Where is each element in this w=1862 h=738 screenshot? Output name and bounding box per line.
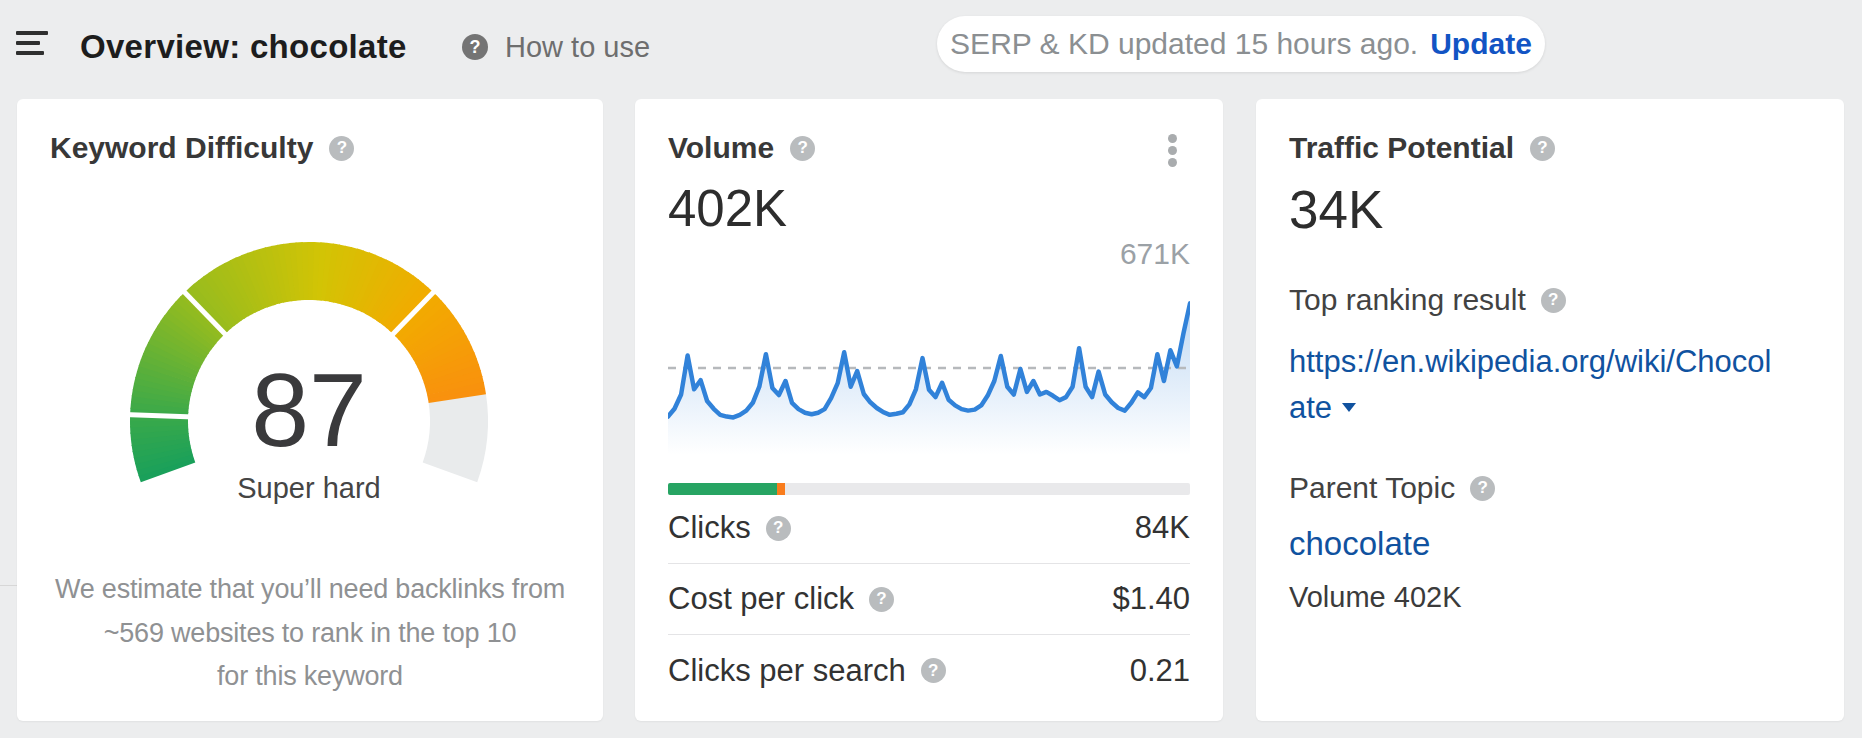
keyword-difficulty-description: We estimate that you’ll need backlinks f… (50, 568, 570, 699)
top-ranking-result-help-icon[interactable]: ? (1541, 288, 1566, 313)
volume-value: 402K (668, 182, 787, 235)
page-title: Overview: chocolate (80, 29, 407, 65)
traffic-potential-value: 34K (1289, 182, 1383, 237)
volume-title: Volume (668, 131, 774, 165)
top-ranking-result-label: Top ranking result (1289, 283, 1526, 317)
clicks-value: 84K (1135, 510, 1190, 546)
clicks-per-search-help-icon[interactable]: ? (921, 658, 946, 683)
volume-card: Volume ? 402K 671K Clicks? 84K Cost per … (635, 99, 1223, 721)
parent-topic-label: Parent Topic (1289, 471, 1455, 505)
cost-per-click-value: $1.40 (1112, 581, 1190, 617)
parent-topic-help-icon[interactable]: ? (1470, 476, 1495, 501)
update-button[interactable]: Update (1430, 27, 1532, 61)
traffic-potential-title: Traffic Potential (1289, 131, 1514, 165)
background-divider (0, 585, 18, 586)
keyword-difficulty-title: Keyword Difficulty (50, 131, 313, 165)
keyword-difficulty-help-icon[interactable]: ? (329, 136, 354, 161)
url-dropdown-caret-icon[interactable] (1342, 403, 1356, 412)
parent-topic-link[interactable]: chocolate (1289, 525, 1430, 563)
kebab-menu-icon[interactable] (1166, 132, 1179, 169)
clicks-help-icon[interactable]: ? (766, 516, 791, 541)
clicks-row: Clicks? 84K (668, 493, 1190, 564)
keyword-difficulty-value: 87 (109, 355, 509, 465)
cost-per-click-help-icon[interactable]: ? (869, 587, 894, 612)
volume-max-label: 671K (668, 238, 1190, 269)
parent-topic-volume: Volume 402K (1289, 581, 1462, 614)
keyword-difficulty-rating: Super hard (109, 472, 509, 505)
how-to-use-link[interactable]: How to use (505, 31, 650, 64)
clicks-per-search-label: Clicks per search (668, 653, 906, 689)
traffic-potential-card: Traffic Potential ? 34K Top ranking resu… (1256, 99, 1844, 721)
update-status-text: SERP & KD updated 15 hours ago. (950, 27, 1418, 61)
cost-per-click-row: Cost per click? $1.40 (668, 564, 1190, 635)
clicks-per-search-value: 0.21 (1130, 653, 1190, 689)
volume-trend-chart (668, 270, 1190, 455)
keyword-difficulty-card: Keyword Difficulty ? 87 Super hard We es… (17, 99, 603, 721)
help-icon[interactable]: ? (462, 34, 488, 60)
menu-icon[interactable] (16, 31, 48, 57)
clicks-label: Clicks (668, 510, 751, 546)
cost-per-click-label: Cost per click (668, 581, 854, 617)
traffic-potential-help-icon[interactable]: ? (1530, 136, 1555, 161)
clicks-per-search-row: Clicks per search? 0.21 (668, 635, 1190, 706)
update-pill: SERP & KD updated 15 hours ago. Update (937, 16, 1545, 72)
volume-help-icon[interactable]: ? (790, 136, 815, 161)
top-ranking-result-link[interactable]: https://en.wikipedia.org/wiki/Chocolate (1289, 339, 1773, 431)
